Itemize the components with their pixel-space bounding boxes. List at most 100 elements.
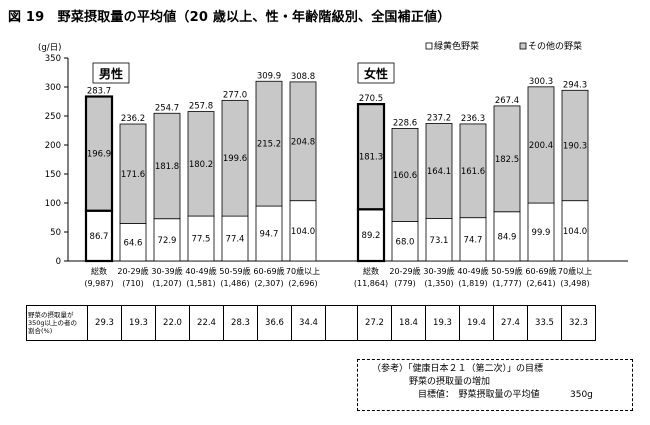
category-count: (1,819) xyxy=(458,279,487,288)
value-label-other: 171.6 xyxy=(121,170,145,180)
value-label-green: 86.7 xyxy=(90,232,109,242)
category-count: (1,581) xyxy=(186,279,215,288)
bar-green xyxy=(493,211,521,262)
category-label: 20-29歳 xyxy=(389,266,420,276)
ratio-cell: 29.3 xyxy=(87,305,122,341)
value-label-other: 160.6 xyxy=(393,171,417,181)
value-label-green: 72.9 xyxy=(158,236,177,246)
bar-green xyxy=(153,218,181,262)
ratio-row: 野菜の摂取量が 350g以上の者の 割合(%) 29.3 19.3 22.0 22.4… xyxy=(26,305,596,341)
value-label-total: 267.4 xyxy=(495,96,519,106)
value-label-green: 99.9 xyxy=(532,228,551,238)
category-count: (2,307) xyxy=(254,279,283,288)
value-label-green: 64.6 xyxy=(124,238,143,248)
ratio-cell: 27.2 xyxy=(357,305,392,341)
legend-label-green: 緑黄色野菜 xyxy=(434,40,479,52)
ratio-label-line: 割合(%) xyxy=(28,327,53,335)
ratio-cell: 27.4 xyxy=(493,305,528,341)
y-tick-label: 250 xyxy=(45,112,61,122)
y-tick-label: 50 xyxy=(50,228,61,238)
category-count: (1,207) xyxy=(152,279,181,288)
value-label-green: 68.0 xyxy=(396,237,415,247)
bar-other xyxy=(561,89,589,202)
y-tick-label: 350 xyxy=(45,54,61,64)
legend-swatch-green xyxy=(425,42,433,50)
ratio-cell: 19.4 xyxy=(459,305,494,341)
value-label-other: 164.1 xyxy=(427,167,451,177)
ratio-gap-cell xyxy=(325,305,358,341)
category-count: (11,864) xyxy=(354,279,388,288)
value-label-green: 73.1 xyxy=(430,236,449,246)
bar-green xyxy=(84,209,114,263)
reference-box: （参考）「健康日本２１（第二次）」の目標 野菜の摂取量の増加 目標値： 野菜摂取… xyxy=(357,359,633,411)
bar-other xyxy=(84,95,114,212)
category-count: (2,641) xyxy=(526,279,555,288)
figure-title: 図 19 野菜摂取量の平均値（20 歳以上、性・年齢階級別、全国補正値） xyxy=(8,10,451,25)
bar-green xyxy=(527,202,555,262)
category-count: (2,696) xyxy=(288,279,317,288)
ratio-cell: 33.5 xyxy=(527,305,562,341)
category-label: 総数 xyxy=(91,266,107,276)
legend-swatch-other xyxy=(519,42,527,50)
category-label: 40-49歳 xyxy=(185,266,216,276)
bar-other xyxy=(153,112,181,220)
ratio-label-line: 野菜の摂取量が xyxy=(28,311,74,319)
bar-green xyxy=(425,218,453,262)
value-label-total: 309.9 xyxy=(257,71,281,81)
bar-other xyxy=(255,80,283,207)
category-label: 70歳以上 xyxy=(286,266,320,276)
reference-line-1: （参考）「健康日本２１（第二次）」の目標 xyxy=(372,364,544,374)
bar-other xyxy=(221,99,249,217)
category-label: 50-59歳 xyxy=(491,266,522,276)
ratio-cell: 18.4 xyxy=(391,305,426,341)
y-tick-label: 200 xyxy=(45,141,61,151)
bar-green xyxy=(221,215,249,262)
group-label-box xyxy=(92,62,130,84)
ratio-cell: 22.0 xyxy=(155,305,190,341)
category-count: (1,486) xyxy=(220,279,249,288)
bar-other xyxy=(493,105,521,213)
category-label: 総数 xyxy=(363,266,379,276)
bar-other xyxy=(425,123,453,220)
value-label-total: 228.6 xyxy=(393,118,417,128)
ratio-cell: 36.6 xyxy=(257,305,292,341)
value-label-total: 277.0 xyxy=(223,90,247,100)
value-label-total: 254.7 xyxy=(155,103,179,113)
value-label-green: 104.0 xyxy=(291,227,315,237)
bar-other xyxy=(187,111,215,217)
value-label-total: 283.7 xyxy=(87,87,111,97)
reference-target-label: 目標値： 野菜摂取量の平均値 xyxy=(418,390,540,400)
category-label: 70歳以上 xyxy=(558,266,592,276)
value-label-green: 77.5 xyxy=(192,235,211,245)
y-axis-unit: (g/日) xyxy=(38,43,61,53)
ratio-table: 野菜の摂取量が 350g以上の者の 割合(%) 29.3 19.3 22.0 22.4… xyxy=(26,305,596,341)
category-label: 60-69歳 xyxy=(525,266,556,276)
group-label: 女性 xyxy=(364,66,388,81)
ratio-row-label: 野菜の摂取量が 350g以上の者の 割合(%) xyxy=(26,305,88,341)
bar-other xyxy=(289,81,317,202)
bar-green xyxy=(561,200,589,262)
legend-label-other: その他の野菜 xyxy=(528,40,582,52)
value-label-other: 215.2 xyxy=(257,140,281,150)
group-label: 男性 xyxy=(99,66,123,81)
category-count: (3,498) xyxy=(560,279,589,288)
value-label-other: 196.9 xyxy=(87,150,111,160)
category-count: (1,777) xyxy=(492,279,521,288)
value-label-other: 181.8 xyxy=(155,162,179,172)
ratio-label-line: 350g以上の者の xyxy=(28,319,78,327)
bar-green xyxy=(459,217,487,262)
value-label-total: 236.2 xyxy=(121,114,145,124)
ratio-cell: 19.3 xyxy=(121,305,156,341)
bar-green xyxy=(356,208,386,263)
value-label-total: 270.5 xyxy=(359,94,383,104)
category-label: 50-59歳 xyxy=(219,266,250,276)
bar-other xyxy=(356,103,386,211)
y-tick-label: 0 xyxy=(56,257,61,267)
value-label-other: 181.3 xyxy=(359,153,383,163)
category-count: (9,987) xyxy=(84,279,113,288)
ratio-cell: 22.4 xyxy=(189,305,224,341)
value-label-green: 77.4 xyxy=(226,235,245,245)
bar-other xyxy=(119,123,147,224)
category-label: 40-49歳 xyxy=(457,266,488,276)
